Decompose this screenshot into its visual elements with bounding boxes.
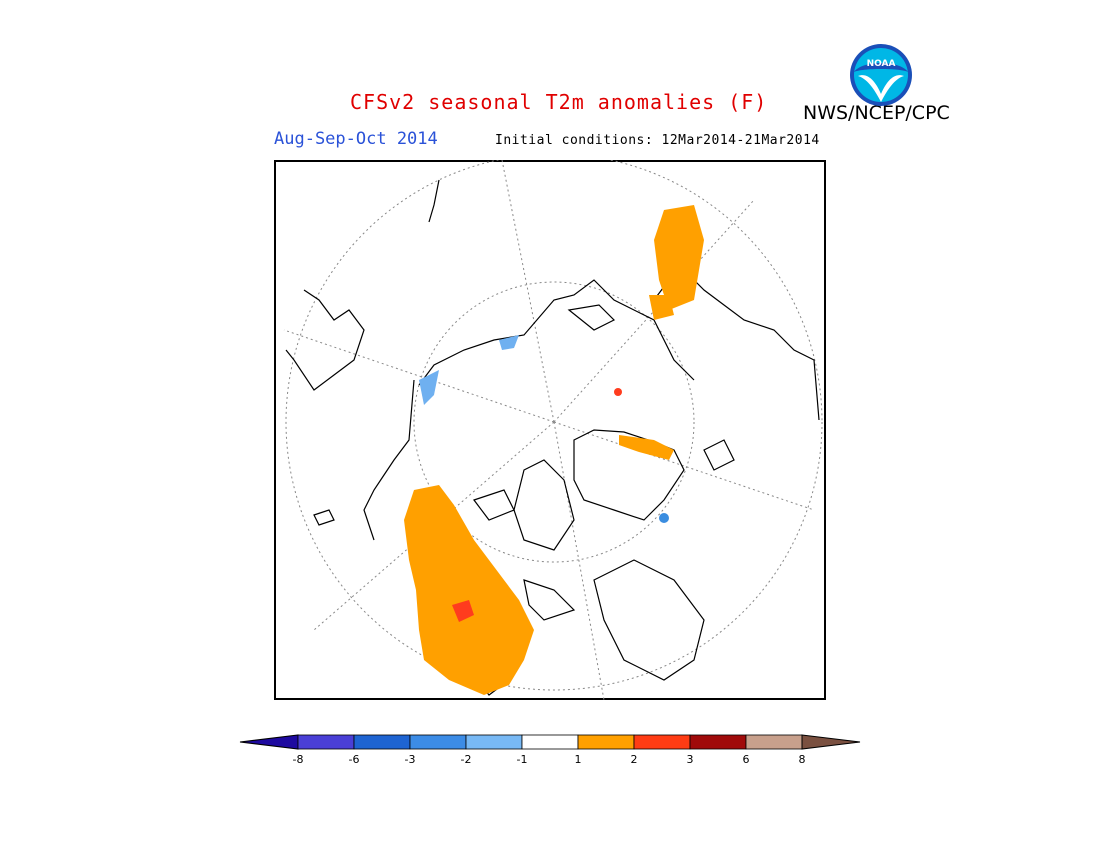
colorbar-tick-label: -1 bbox=[517, 753, 528, 766]
polar-map bbox=[274, 160, 826, 700]
colorbar-tick-label: 8 bbox=[799, 753, 806, 766]
colorbar-box bbox=[465, 734, 523, 750]
anomaly-region-siberia-2 bbox=[649, 295, 674, 320]
anomaly-region-greenland bbox=[619, 435, 674, 460]
anomaly-region-na-red bbox=[452, 600, 474, 622]
anomaly-region-cold-1 bbox=[419, 370, 439, 405]
colorbar-arrow-right bbox=[801, 734, 861, 750]
colorbar-tick-label: -6 bbox=[349, 753, 360, 766]
colorbar-box bbox=[577, 734, 635, 750]
logo-text: NOAA bbox=[867, 59, 896, 69]
colorbar: -8 -6 -3 -2 -1 1 2 3 6 8 bbox=[239, 734, 861, 766]
colorbar-box bbox=[521, 734, 579, 750]
anomaly-shading bbox=[404, 205, 704, 695]
logo-inner bbox=[854, 48, 908, 102]
colorbar-box bbox=[409, 734, 467, 750]
colorbar-box bbox=[689, 734, 747, 750]
colorbar-tick-label: 3 bbox=[687, 753, 694, 766]
initial-conditions-label: Initial conditions: 12Mar2014-21Mar2014 bbox=[495, 133, 820, 148]
chart-title: CFSv2 seasonal T2m anomalies (F) bbox=[350, 90, 768, 114]
logo-bird bbox=[858, 75, 904, 102]
colorbar-tick-label: -2 bbox=[461, 753, 472, 766]
anomaly-region-cold-2 bbox=[499, 335, 519, 350]
colorbar-tick-label: -8 bbox=[293, 753, 304, 766]
map-frame bbox=[274, 160, 826, 700]
anomaly-region-na bbox=[404, 485, 534, 695]
colorbar-tick-label: 6 bbox=[743, 753, 750, 766]
colorbar-box bbox=[353, 734, 411, 750]
season-label: Aug-Sep-Oct 2014 bbox=[274, 129, 438, 149]
noaa-logo: NOAA bbox=[850, 44, 912, 106]
colorbar-box bbox=[633, 734, 691, 750]
anomaly-region-warm-dot bbox=[614, 388, 622, 396]
colorbar-box bbox=[745, 734, 803, 750]
graticule bbox=[283, 160, 823, 700]
colorbar-tick-label: 2 bbox=[631, 753, 638, 766]
colorbar-tick-label: 1 bbox=[575, 753, 582, 766]
anomaly-region-cold-3 bbox=[659, 513, 669, 523]
colorbar-arrow-left bbox=[239, 734, 299, 750]
colorbar-box bbox=[297, 734, 355, 750]
organization-label: NWS/NCEP/CPC bbox=[803, 102, 950, 124]
anomaly-region-siberia bbox=[654, 205, 704, 310]
colorbar-tick-label: -3 bbox=[405, 753, 416, 766]
